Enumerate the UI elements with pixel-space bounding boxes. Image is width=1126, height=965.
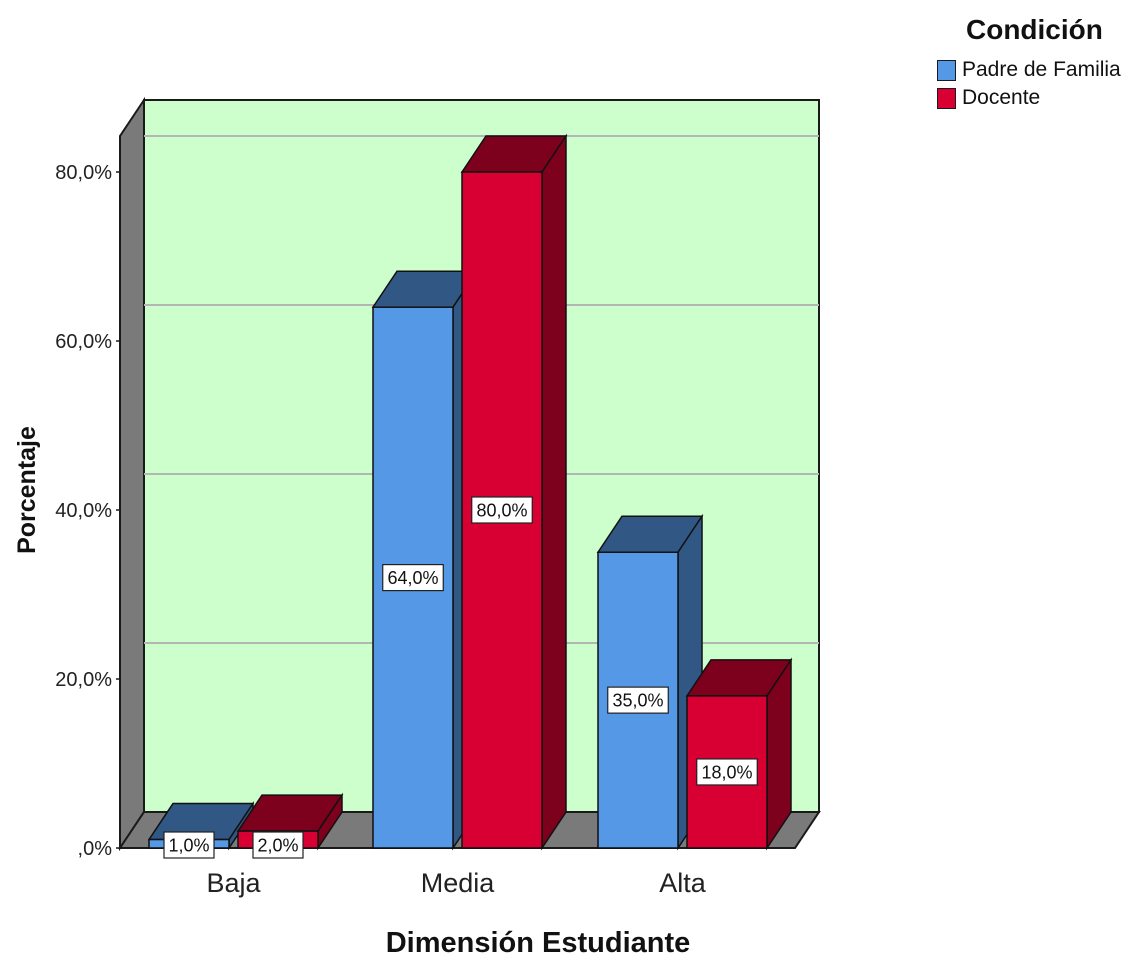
data-label-docente: 18,0% — [701, 762, 752, 782]
data-label-box-padre-de-familia — [163, 831, 215, 859]
x-tick-label: Alta — [659, 868, 707, 898]
data-label-box-docente — [696, 758, 758, 786]
x-tick-label: Media — [421, 868, 496, 898]
bar-side-docente — [541, 133, 567, 851]
legend-swatch-docente — [937, 87, 956, 109]
y-tick-label: ,0% — [78, 838, 113, 860]
data-label-box-docente — [471, 496, 533, 524]
legend-label-padre-de-familia: Padre de Familia — [962, 58, 1121, 81]
legend-title: Condición — [966, 14, 1103, 45]
legend-item-padre-de-familia: Padre de Familia — [937, 56, 1122, 84]
y-tick-label: 80,0% — [55, 162, 112, 184]
plot-side-wall — [119, 96, 145, 852]
data-label-padre-de-familia: 1,0% — [168, 836, 209, 856]
legend-item-docente: Docente — [937, 84, 1122, 112]
legend-label-docente: Docente — [962, 86, 1041, 109]
data-label-docente: 80,0% — [476, 501, 527, 521]
data-label-box-padre-de-familia — [607, 686, 669, 714]
x-axis-title: Dimensión Estudiante — [386, 927, 691, 959]
data-label-docente: 2,0% — [257, 836, 298, 856]
y-tick-label: 60,0% — [55, 331, 112, 353]
data-label-padre-de-familia: 64,0% — [387, 568, 438, 588]
data-label-box-docente — [252, 831, 304, 859]
y-axis-title: Porcentaje — [13, 426, 41, 554]
y-tick-label: 40,0% — [55, 500, 112, 522]
legend: Condición Padre de Familia Docente — [937, 14, 1122, 112]
legend-swatch-padre-de-familia — [937, 59, 956, 81]
x-tick-label: Baja — [206, 868, 261, 898]
data-label-padre-de-familia: 35,0% — [612, 691, 663, 711]
y-tick-label: 20,0% — [55, 669, 112, 691]
data-label-box-padre-de-familia — [382, 563, 444, 592]
